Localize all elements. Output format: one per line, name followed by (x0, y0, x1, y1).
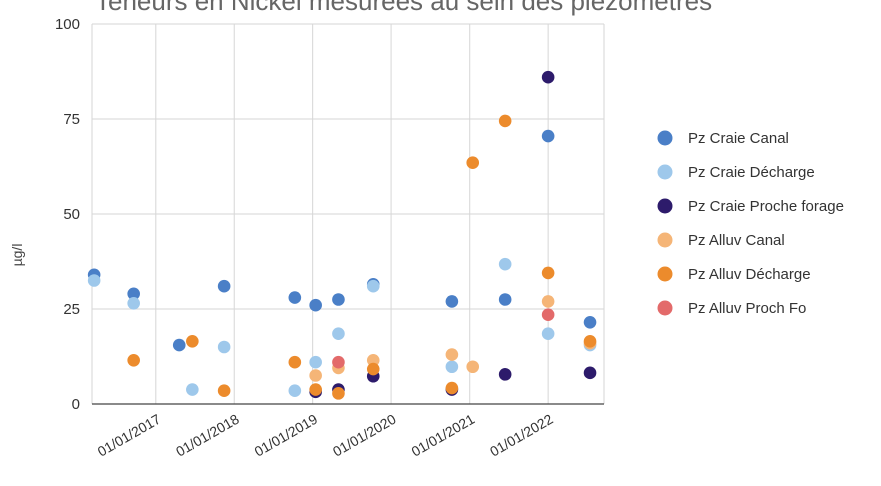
data-point (127, 354, 140, 367)
data-point (217, 340, 231, 354)
data-points (87, 70, 597, 400)
data-point (87, 274, 101, 287)
series-pz-craie-d-charge (87, 257, 597, 398)
legend-label: Pz Alluv Canal (688, 232, 785, 249)
legend-item: Pz Alluv Décharge (657, 266, 811, 283)
data-point (309, 369, 322, 382)
legend-item: Pz Craie Proche forage (657, 198, 844, 215)
x-tick-label: 01/01/2021 (409, 411, 478, 460)
grid-lines (91, 23, 605, 405)
legend-item: Pz Craie Décharge (657, 164, 815, 181)
data-point (466, 360, 480, 374)
data-point (466, 156, 480, 169)
data-point (366, 279, 380, 293)
x-tick-label: 01/01/2020 (330, 411, 399, 460)
data-point (309, 355, 322, 369)
data-point (127, 297, 140, 310)
data-point (583, 316, 597, 329)
legend-marker (657, 300, 673, 316)
legend-marker (657, 232, 673, 248)
y-tick-label: 25 (63, 301, 80, 318)
x-tick-label: 01/01/2017 (95, 411, 164, 460)
data-point (498, 114, 512, 128)
legend-label: Pz Alluv Proch Fo (688, 300, 806, 317)
x-tick-label: 01/01/2019 (251, 411, 320, 460)
data-point (172, 338, 186, 352)
data-point (541, 266, 555, 280)
y-tick-label: 50 (63, 206, 80, 223)
data-point (288, 291, 302, 304)
legend-marker (657, 130, 673, 146)
data-point (288, 355, 302, 369)
y-tick-label: 75 (63, 111, 80, 128)
data-point (445, 295, 459, 308)
data-point (127, 287, 140, 301)
data-point (332, 355, 345, 369)
y-tick-labels: 0 25 50 75 100 (55, 16, 80, 413)
x-tick-label: 01/01/2022 (487, 411, 556, 460)
data-point (366, 354, 380, 367)
data-point (186, 383, 199, 396)
legend-marker (657, 164, 673, 180)
legend-label: Pz Alluv Décharge (688, 266, 811, 283)
y-axis-label: µg/l (9, 244, 25, 267)
data-point (288, 384, 302, 398)
y-tick-label: 100 (55, 16, 80, 33)
x-tick-label: 01/01/2018 (173, 411, 242, 460)
data-point (217, 384, 231, 398)
x-tick-labels: 01/01/2017 01/01/2018 01/01/2019 01/01/2020… (95, 411, 556, 460)
data-point (332, 293, 345, 306)
data-point (541, 308, 555, 322)
legend-label: Pz Craie Canal (688, 130, 789, 147)
y-tick-label: 0 (72, 396, 80, 413)
data-point (541, 129, 555, 143)
data-point (445, 360, 459, 374)
legend-marker (657, 266, 673, 282)
legend-item: Pz Alluv Proch Fo (657, 300, 806, 317)
data-point (332, 327, 345, 341)
data-point (498, 368, 512, 381)
data-point (217, 279, 231, 293)
data-point (498, 293, 512, 306)
data-point (445, 381, 459, 395)
data-point (541, 327, 555, 341)
series-pz-alluv-d-charge (127, 114, 597, 400)
legend-item: Pz Craie Canal (657, 130, 789, 147)
chart-title: Teneurs en Nickel mesurées au sein des p… (95, 0, 713, 16)
data-point (309, 383, 322, 396)
series-pz-craie-canal (87, 129, 597, 352)
data-point (541, 295, 555, 308)
data-point (332, 387, 345, 400)
legend: Pz Craie Canal Pz Craie Décharge Pz Craie … (657, 130, 844, 317)
data-point (498, 257, 512, 271)
data-point (366, 362, 380, 376)
legend-item: Pz Alluv Canal (657, 232, 785, 249)
series-pz-alluv-proch-fo (332, 308, 555, 369)
data-point (309, 298, 322, 312)
data-point (583, 366, 597, 380)
data-point (541, 70, 555, 84)
data-point (445, 348, 459, 361)
legend-marker (657, 198, 673, 214)
legend-label: Pz Craie Proche forage (688, 198, 844, 215)
legend-label: Pz Craie Décharge (688, 164, 815, 181)
data-point (186, 335, 199, 348)
data-point (583, 335, 597, 348)
